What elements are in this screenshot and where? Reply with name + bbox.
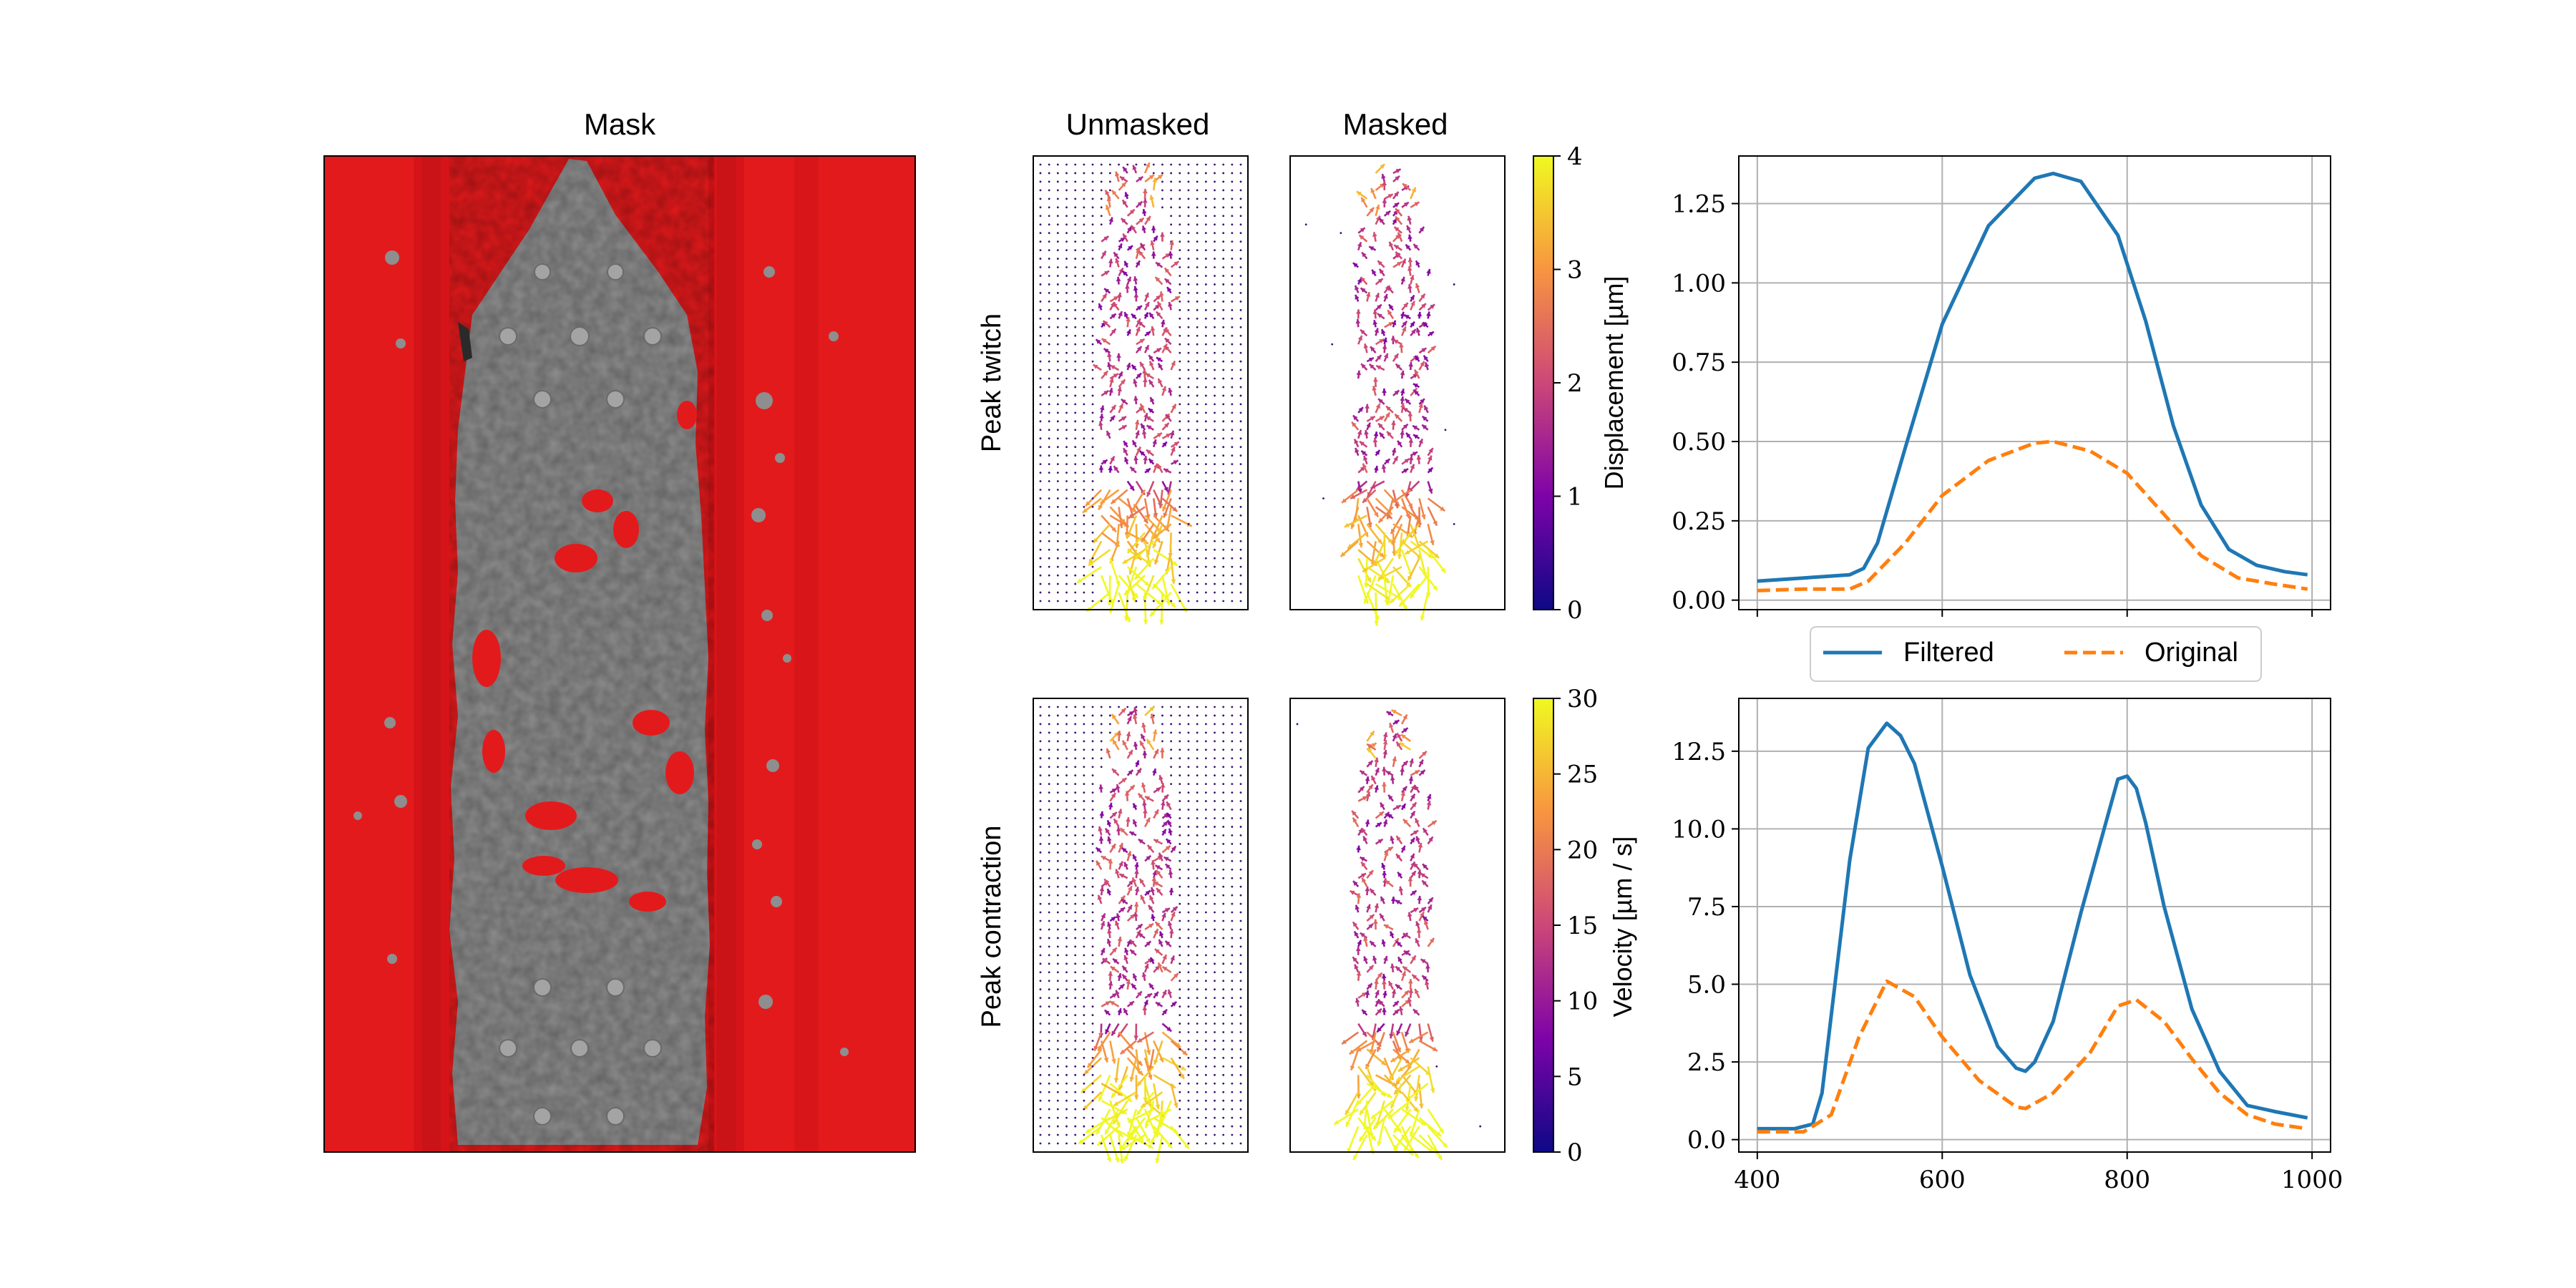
legend-original-label: Original — [2145, 638, 2238, 668]
colorbar-tick-label: 4 — [1567, 142, 1583, 171]
y-tick-label: 0.75 — [1672, 348, 1726, 377]
colorbar-tick-label: 3 — [1567, 256, 1583, 285]
displacement-line-chart: 0.00 0.25 0.50 0.75 1.00 1.25 — [1672, 155, 2331, 617]
quiver-contraction-unmasked — [1039, 706, 1242, 1163]
series-line-original — [1757, 979, 2308, 1134]
colorbar-tick-label: 30 — [1567, 685, 1598, 713]
y-tick-label: 7.5 — [1687, 893, 1726, 922]
mask-title: Mask — [584, 107, 656, 141]
colorbar-tick-label: 2 — [1567, 369, 1583, 398]
quiver-contraction-masked — [1296, 708, 1482, 1161]
plot-area — [1739, 156, 2331, 610]
quiver-frame-twitch-unmasked — [1033, 155, 1249, 610]
mask-image — [324, 156, 915, 1152]
colorbar-tick-label: 0 — [1567, 596, 1583, 625]
y-tick-label: 1.25 — [1672, 190, 1726, 219]
col-title-masked: Masked — [1342, 107, 1448, 141]
colorbar-tick-label: 20 — [1567, 836, 1598, 864]
y-tick-label: 0.0 — [1687, 1126, 1726, 1155]
quiver-twitch-unmasked — [1039, 162, 1242, 625]
col-title-unmasked: Unmasked — [1066, 107, 1210, 141]
colorbar-displacement-label: Displacement [µm] — [1599, 276, 1629, 490]
plot-area — [1739, 698, 2331, 1152]
colorbar-displacement — [1533, 155, 1554, 610]
x-tick-label: 800 — [2104, 1166, 2150, 1194]
y-tick-label: 0.00 — [1672, 587, 1726, 615]
row-label-peak-contraction: Peak contraction — [977, 825, 1007, 1028]
quiver-frame-contraction-masked — [1289, 698, 1506, 1153]
y-tick-label: 1.00 — [1672, 269, 1726, 298]
colorbar-tick-label: 0 — [1567, 1138, 1583, 1167]
velocity-line-chart: 400 600 800 1000 0.0 2.5 5.0 7.5 10.0 12.5 — [1672, 698, 2343, 1194]
colorbar-tick-label: 10 — [1567, 987, 1598, 1016]
colorbar-displacement-ticks: 0 1 2 3 4 — [1553, 142, 1583, 625]
series-line-filtered — [1757, 171, 2308, 583]
legend-box — [1810, 626, 2262, 682]
x-tick-label: 1000 — [2281, 1166, 2343, 1194]
colorbar-tick-label: 1 — [1567, 483, 1583, 512]
colorbar-velocity-label: Velocity [µm / s] — [1608, 836, 1637, 1018]
plot-frame — [1738, 698, 2331, 1153]
series-line-filtered — [1757, 721, 2308, 1131]
colorbar-tick-label: 15 — [1567, 912, 1598, 940]
colorbar-velocity — [1533, 698, 1554, 1153]
y-tick-label: 0.50 — [1672, 428, 1726, 457]
y-tick-label: 0.25 — [1672, 507, 1726, 536]
colorbar-tick-label: 5 — [1567, 1063, 1583, 1091]
mask-frame — [323, 155, 916, 1153]
legend-filtered-label: Filtered — [1903, 638, 1994, 668]
colorbar-velocity-ticks: 0 5 10 15 20 25 30 — [1553, 685, 1598, 1167]
series-line-original — [1757, 439, 2308, 592]
quiver-frame-twitch-masked — [1289, 155, 1506, 610]
legend: Filtered Original — [1810, 626, 2262, 682]
quiver-twitch-masked — [1304, 163, 1455, 626]
x-tick-label: 600 — [1919, 1166, 1966, 1194]
y-tick-label: 10.0 — [1672, 815, 1726, 844]
y-tick-label: 5.0 — [1687, 971, 1726, 1000]
x-tick-label: 400 — [1734, 1166, 1780, 1194]
quiver-frame-contraction-unmasked — [1033, 698, 1249, 1153]
y-tick-label: 12.5 — [1672, 738, 1726, 766]
row-label-peak-twitch: Peak twitch — [977, 313, 1007, 452]
y-tick-label: 2.5 — [1687, 1048, 1726, 1077]
plot-frame — [1738, 155, 2331, 610]
colorbar-tick-label: 25 — [1567, 761, 1598, 789]
